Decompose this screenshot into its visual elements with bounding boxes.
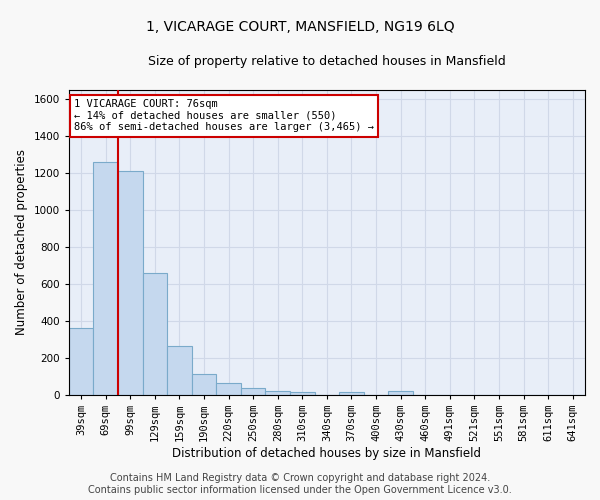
Bar	[143, 273, 167, 395]
Bar	[290, 392, 314, 395]
Title: Size of property relative to detached houses in Mansfield: Size of property relative to detached ho…	[148, 55, 506, 68]
Bar	[94, 162, 118, 395]
Text: 1 VICARAGE COURT: 76sqm
← 14% of detached houses are smaller (550)
86% of semi-d: 1 VICARAGE COURT: 76sqm ← 14% of detache…	[74, 99, 374, 132]
Text: 1, VICARAGE COURT, MANSFIELD, NG19 6LQ: 1, VICARAGE COURT, MANSFIELD, NG19 6LQ	[146, 20, 454, 34]
Bar	[192, 374, 217, 395]
Bar	[265, 391, 290, 395]
Bar	[241, 388, 265, 395]
Bar	[388, 391, 413, 395]
Bar	[69, 328, 94, 395]
Text: Contains HM Land Registry data © Crown copyright and database right 2024.
Contai: Contains HM Land Registry data © Crown c…	[88, 474, 512, 495]
X-axis label: Distribution of detached houses by size in Mansfield: Distribution of detached houses by size …	[172, 447, 481, 460]
Bar	[167, 346, 192, 395]
Bar	[339, 392, 364, 395]
Y-axis label: Number of detached properties: Number of detached properties	[15, 150, 28, 336]
Bar	[217, 383, 241, 395]
Bar	[118, 172, 143, 395]
